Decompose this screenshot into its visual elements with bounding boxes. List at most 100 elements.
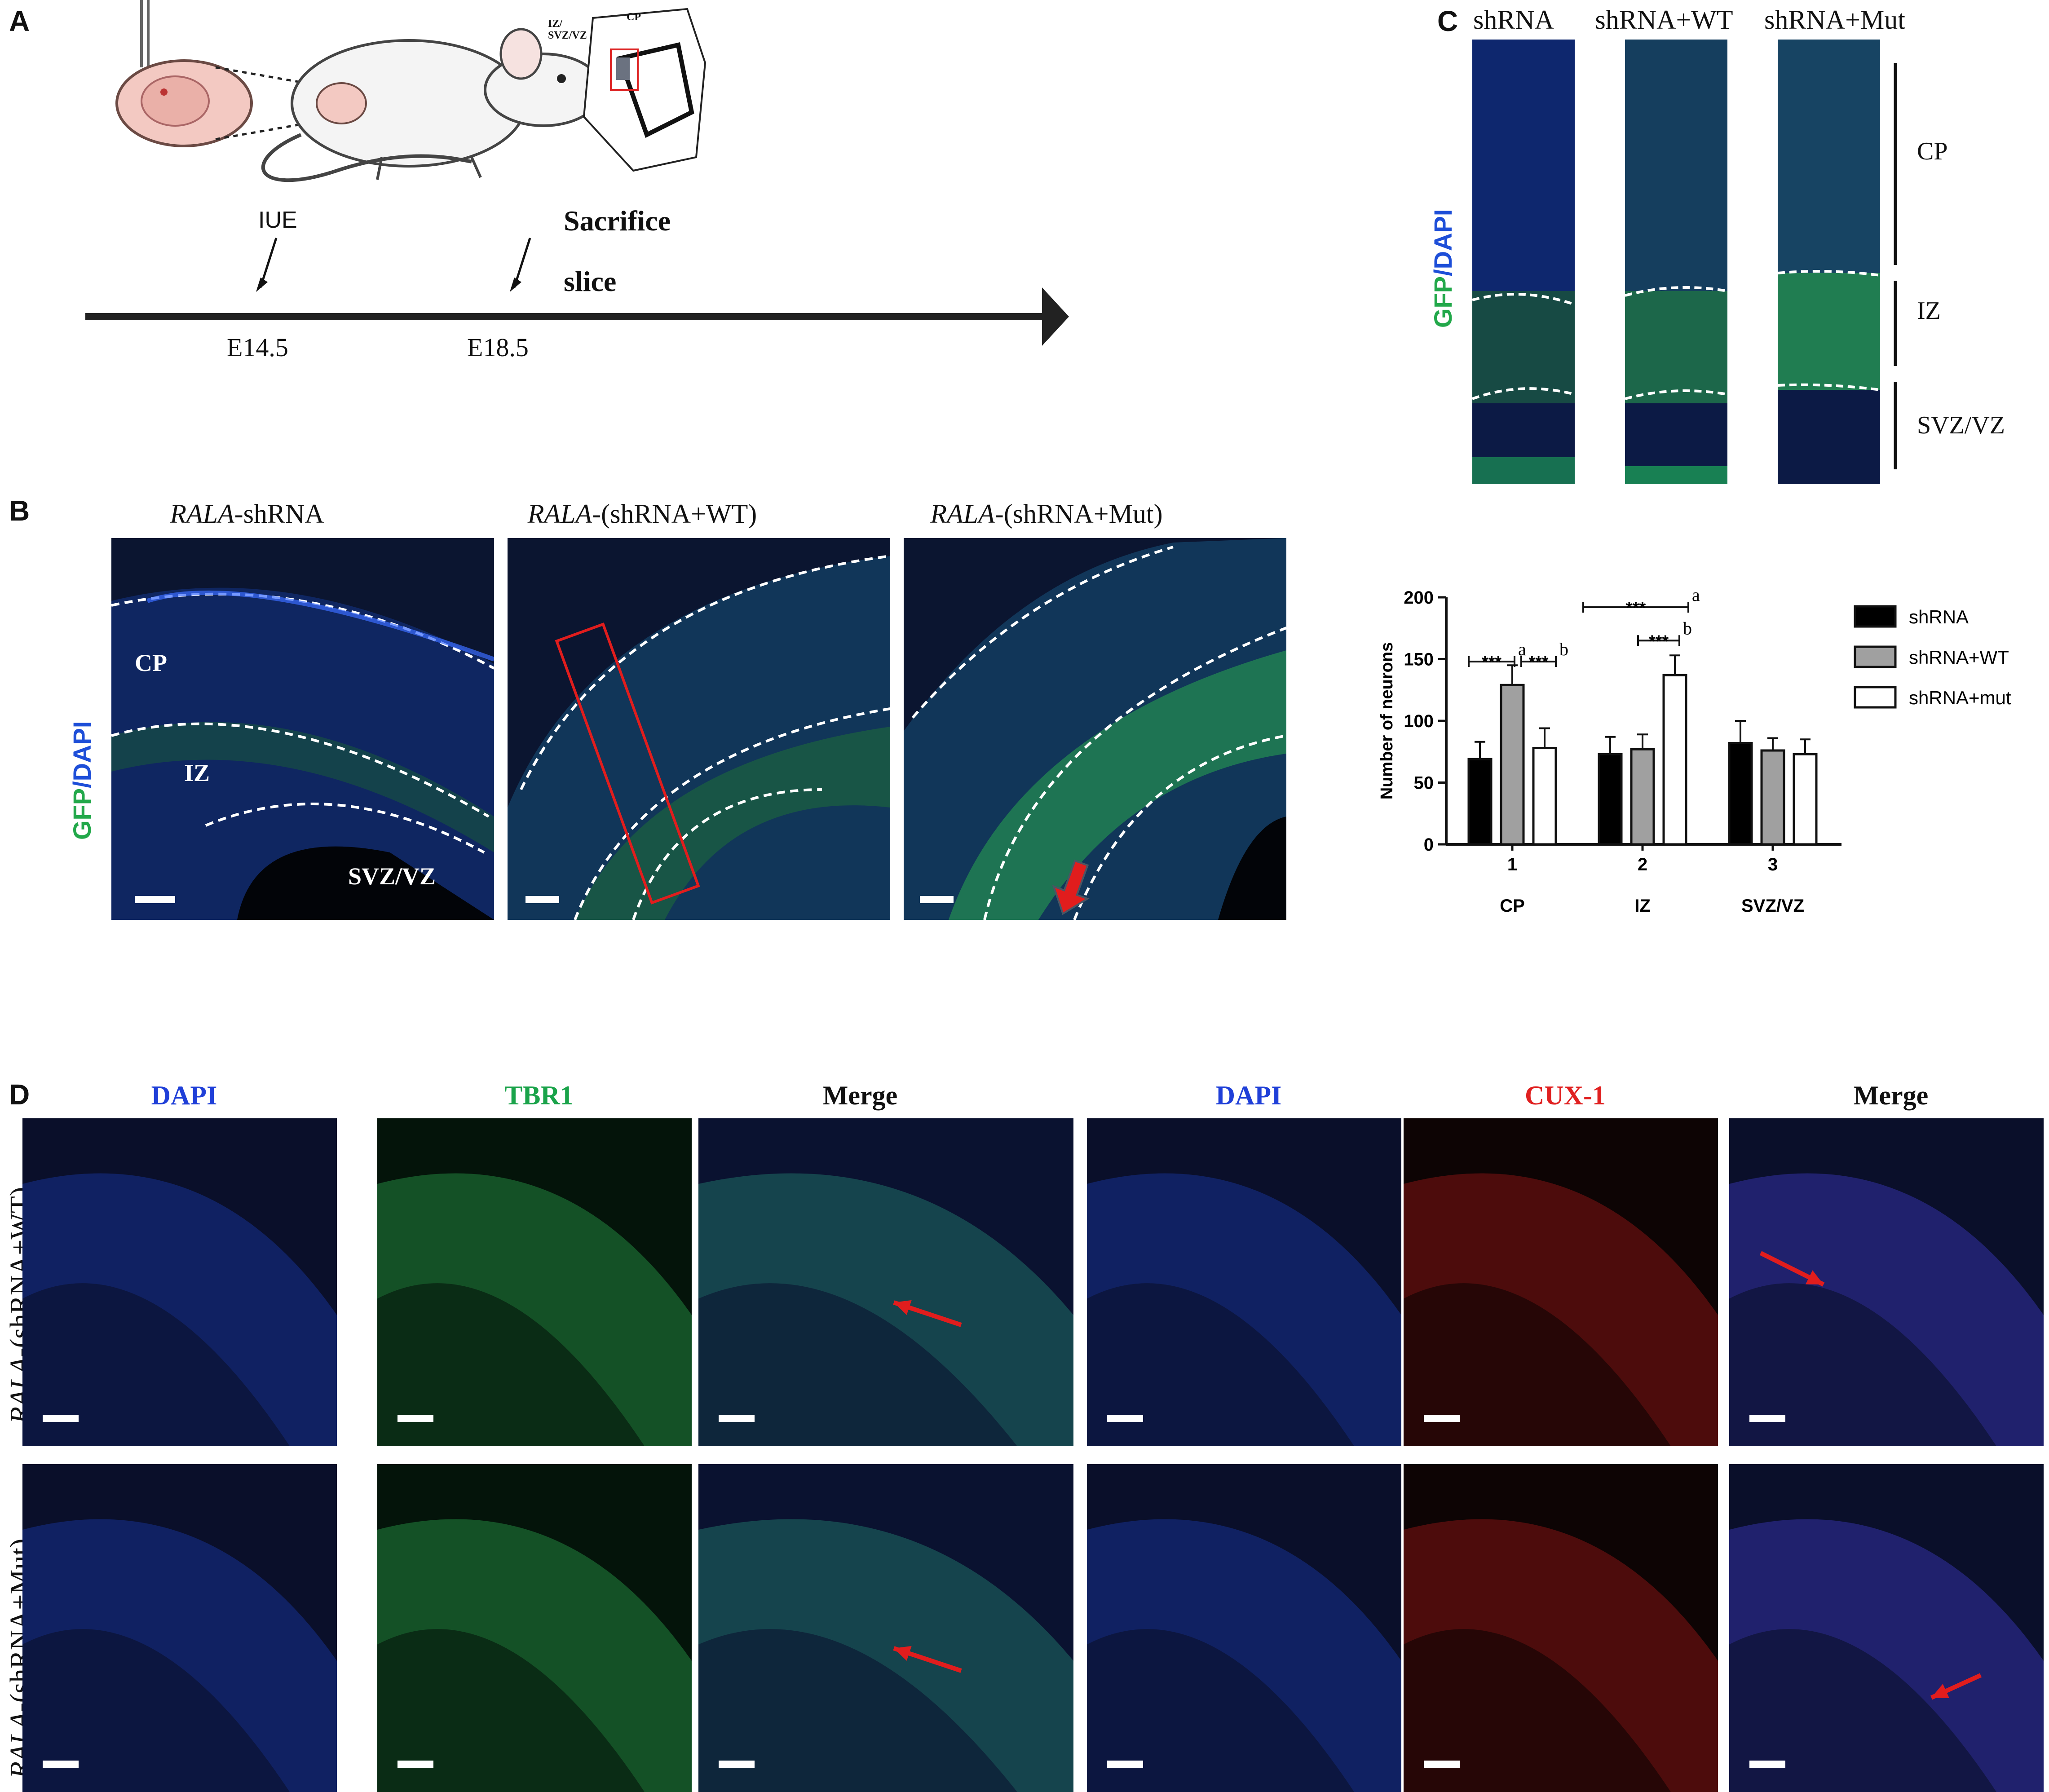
panel-b-title-1: RALA-shRNA xyxy=(112,499,382,530)
panel-c-stain-label: GFP/DAPI xyxy=(1428,209,1457,328)
micrograph-d-tbr1-row1 xyxy=(377,1118,692,1446)
inset-zone-label: IZ/ SVZ/VZ xyxy=(548,18,587,41)
d-header-cux1: CUX-1 xyxy=(1525,1081,1606,1110)
scale-bar xyxy=(920,896,954,903)
d-header-merge-left: Merge xyxy=(822,1081,898,1110)
micrograph-d-dapi-right-row1 xyxy=(1087,1118,1401,1446)
y-tick-label: 100 xyxy=(1404,711,1434,731)
scale-bar xyxy=(135,896,175,903)
micrograph-b-shrna xyxy=(111,538,494,920)
gene-name: RALA xyxy=(527,499,592,529)
x-category-label: IZ xyxy=(1634,896,1651,916)
panel-c-zone-brackets xyxy=(1894,63,1897,469)
micrograph-d-dapi-right-row2 xyxy=(1087,1464,1401,1792)
stain-sep: / xyxy=(68,781,96,788)
micrograph-c-shrna xyxy=(1472,40,1575,484)
micrograph-d-dapi-left-row2 xyxy=(22,1464,337,1792)
legend-swatch xyxy=(1854,686,1897,709)
condition: -(shRNA+WT) xyxy=(592,499,757,529)
y-tick-label: 200 xyxy=(1404,588,1434,608)
micrograph-d-merge-left-row1 xyxy=(698,1118,1073,1446)
bar xyxy=(1728,742,1753,846)
significance-letter: b xyxy=(1559,639,1568,659)
significance-letter: a xyxy=(1692,585,1700,605)
x-tick-label: 1 xyxy=(1507,855,1517,874)
bar xyxy=(1630,748,1655,846)
dapi-label: DAPI xyxy=(1429,209,1457,269)
panel-c-title-2: shRNA+WT xyxy=(1595,5,1733,35)
panel-c-title-1: shRNA xyxy=(1473,5,1554,35)
condition: -shRNA xyxy=(234,499,324,529)
y-tick-label: 0 xyxy=(1424,835,1434,855)
panel-c-title-3: shRNA+Mut xyxy=(1764,5,1905,35)
significance-stars: *** xyxy=(1482,653,1502,672)
significance-letter: a xyxy=(1518,639,1526,659)
zone-label-svzvz: SVZ/VZ xyxy=(348,863,436,890)
bar xyxy=(1532,747,1557,846)
condition: -(shRNA+Mut) xyxy=(994,499,1163,529)
legend-label: shRNA+mut xyxy=(1909,687,2011,708)
legend-swatch xyxy=(1854,605,1897,628)
panel-a-schematic xyxy=(85,0,1069,346)
iue-label: IUE xyxy=(258,207,297,233)
micrograph-d-merge-left-row2 xyxy=(698,1464,1073,1792)
micrograph-d-cux1-row1 xyxy=(1404,1118,1718,1446)
legend-swatch xyxy=(1854,645,1897,668)
panel-b-stain-label: GFP/DAPI xyxy=(67,721,97,840)
panel-letter-d: D xyxy=(9,1078,30,1111)
panel-b-title-2: RALA-(shRNA+WT) xyxy=(508,499,777,530)
inset-cp-label: CP xyxy=(627,11,641,23)
micrograph-b-shrna-mut xyxy=(904,538,1286,920)
significance-letter: b xyxy=(1683,618,1692,638)
micrograph-d-tbr1-row2 xyxy=(377,1464,692,1792)
panel-c-zone-iz: IZ xyxy=(1917,297,1941,325)
gfp-label: GFP xyxy=(68,788,96,840)
panel-b-title-3: RALA-(shRNA+Mut) xyxy=(903,499,1190,530)
zone-label-iz: IZ xyxy=(184,759,210,786)
panel-c-zone-svzvz: SVZ/VZ xyxy=(1917,411,2005,439)
y-tick-label: 150 xyxy=(1404,650,1434,670)
d-header-merge-right: Merge xyxy=(1853,1081,1929,1110)
panel-c-zone-cp: CP xyxy=(1917,137,1948,165)
neuron-count-chart: 0 50 100 150 200 Number of neurons 1 CP 2 IZ 3 SVZ/… xyxy=(1378,585,2011,916)
x-tick-label: 3 xyxy=(1768,855,1778,874)
panel-letter-c: C xyxy=(1437,5,1458,37)
gene-name: RALA xyxy=(930,499,995,529)
panel-letter-b: B xyxy=(9,494,30,527)
significance-stars: *** xyxy=(1528,653,1549,672)
timepoint-e14: E14.5 xyxy=(227,333,288,362)
bar xyxy=(1662,674,1687,846)
legend-label: shRNA+WT xyxy=(1909,647,2009,668)
panel-letter-a: A xyxy=(9,5,30,37)
significance-stars: *** xyxy=(1626,599,1646,618)
micrograph-d-merge-right-row2 xyxy=(1729,1464,2044,1792)
stain-sep: / xyxy=(1429,269,1457,276)
x-category-label: CP xyxy=(1500,896,1525,916)
legend-label: shRNA xyxy=(1909,606,1969,627)
y-tick-label: 50 xyxy=(1414,773,1434,793)
d-header-dapi-right: DAPI xyxy=(1215,1081,1282,1110)
micrograph-b-shrna-wt xyxy=(508,538,890,920)
d-header-tbr1: TBR1 xyxy=(504,1081,574,1110)
micrograph-d-dapi-left-row1 xyxy=(22,1118,337,1446)
bar xyxy=(1598,753,1623,846)
significance-stars: *** xyxy=(1649,632,1669,651)
bar xyxy=(1760,749,1785,846)
x-category-label: SVZ/VZ xyxy=(1741,896,1804,916)
micrograph-c-shrna-wt xyxy=(1625,40,1727,484)
timepoint-e18: E18.5 xyxy=(467,333,529,362)
d-header-dapi-left: DAPI xyxy=(151,1081,217,1110)
sacrifice-label: Sacrifice xyxy=(564,205,671,237)
slice-label: slice xyxy=(564,265,617,297)
micrograph-c-shrna-mut xyxy=(1778,40,1880,484)
micrograph-d-merge-right-row1 xyxy=(1729,1118,2044,1446)
dapi-label: DAPI xyxy=(68,721,96,781)
zone-label-cp: CP xyxy=(135,649,167,676)
gene-name: RALA xyxy=(170,499,234,529)
y-axis-label: Number of neurons xyxy=(1378,642,1396,799)
bar xyxy=(1467,758,1493,846)
x-tick-label: 2 xyxy=(1638,855,1647,874)
micrograph-d-cux1-row2 xyxy=(1404,1464,1718,1792)
bar xyxy=(1793,753,1818,846)
gfp-label: GFP xyxy=(1429,276,1457,328)
